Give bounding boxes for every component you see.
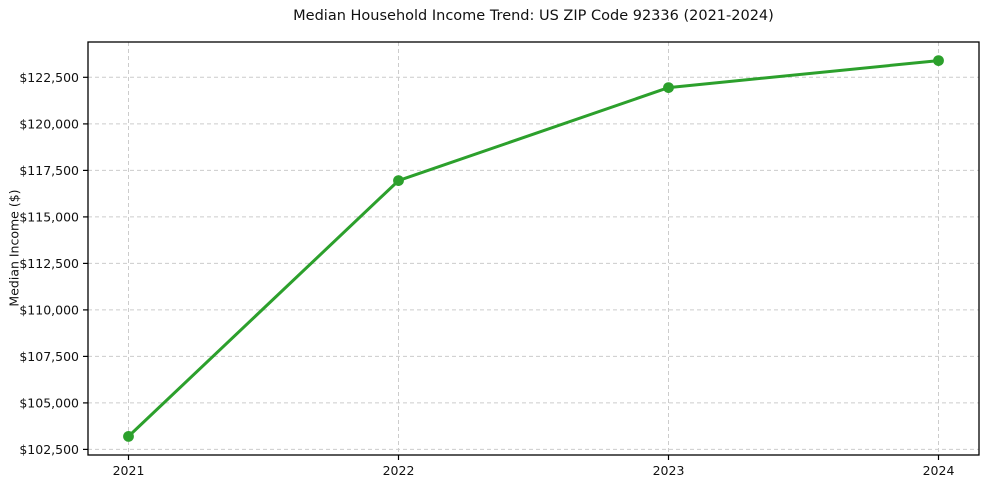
x-tick-label: 2023 xyxy=(653,463,685,478)
y-tick-label: $112,500 xyxy=(19,256,79,271)
y-tick-label: $107,500 xyxy=(19,349,79,364)
y-tick-label: $110,000 xyxy=(19,302,79,317)
data-point-2022 xyxy=(393,175,404,187)
data-point-2024 xyxy=(933,55,944,66)
trend-line xyxy=(127,59,940,438)
plot-border xyxy=(87,41,980,456)
data-point-2023 xyxy=(663,82,674,93)
y-tick-label: $122,500 xyxy=(19,70,79,85)
y-tick-label: $117,500 xyxy=(19,163,79,178)
y-tick-label: $115,000 xyxy=(19,209,79,224)
data-point-2021 xyxy=(123,431,134,442)
y-tick-label: $102,500 xyxy=(19,442,79,457)
y-tick-label: $105,000 xyxy=(19,395,79,410)
y-tick-label: $120,000 xyxy=(19,116,79,131)
chart-title: Median Household Income Trend: US ZIP Co… xyxy=(293,8,774,24)
x-tick-label: 2021 xyxy=(113,463,145,478)
x-tick-label: 2022 xyxy=(383,463,415,478)
x-tick-label: 2024 xyxy=(923,463,955,478)
